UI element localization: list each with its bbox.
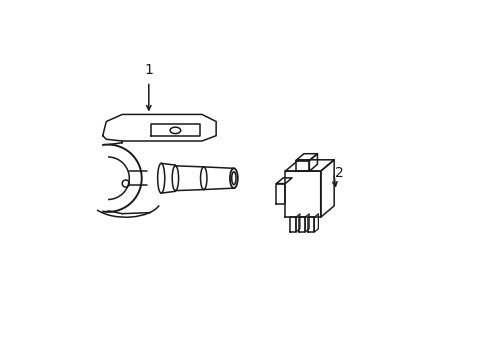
Text: 2: 2 bbox=[334, 166, 343, 180]
Text: 1: 1 bbox=[144, 63, 153, 77]
